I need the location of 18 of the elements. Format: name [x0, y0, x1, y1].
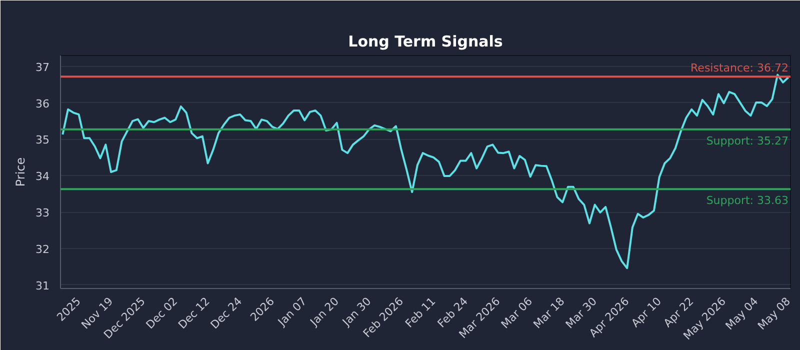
y-tick-label: 32 [36, 242, 50, 256]
y-tick-label: 31 [36, 279, 50, 292]
x-tick-label: Feb 11 [402, 294, 438, 330]
y-tick-label: 37 [36, 60, 50, 74]
y-tick-label: 36 [36, 97, 50, 110]
y-tick-label: 35 [36, 134, 50, 147]
x-tick-label: Jan 07 [274, 294, 310, 330]
x-tick-label: Dec 24 [208, 294, 245, 332]
x-tick-label: Apr 10 [628, 294, 664, 330]
chart-title: Long Term Signals [348, 32, 503, 50]
y-tick-label: 33 [36, 206, 50, 220]
line-series [62, 74, 790, 270]
x-tick-label: Jan 20 [307, 294, 342, 330]
ref-line-label: Support: 35.27 [706, 134, 789, 148]
ref-line-label: Support: 33.63 [706, 194, 789, 208]
y-axis-title: Price [14, 157, 28, 187]
ref-line-label: Resistance: 36.72 [690, 62, 788, 75]
y-tick-label: 34 [36, 170, 50, 184]
